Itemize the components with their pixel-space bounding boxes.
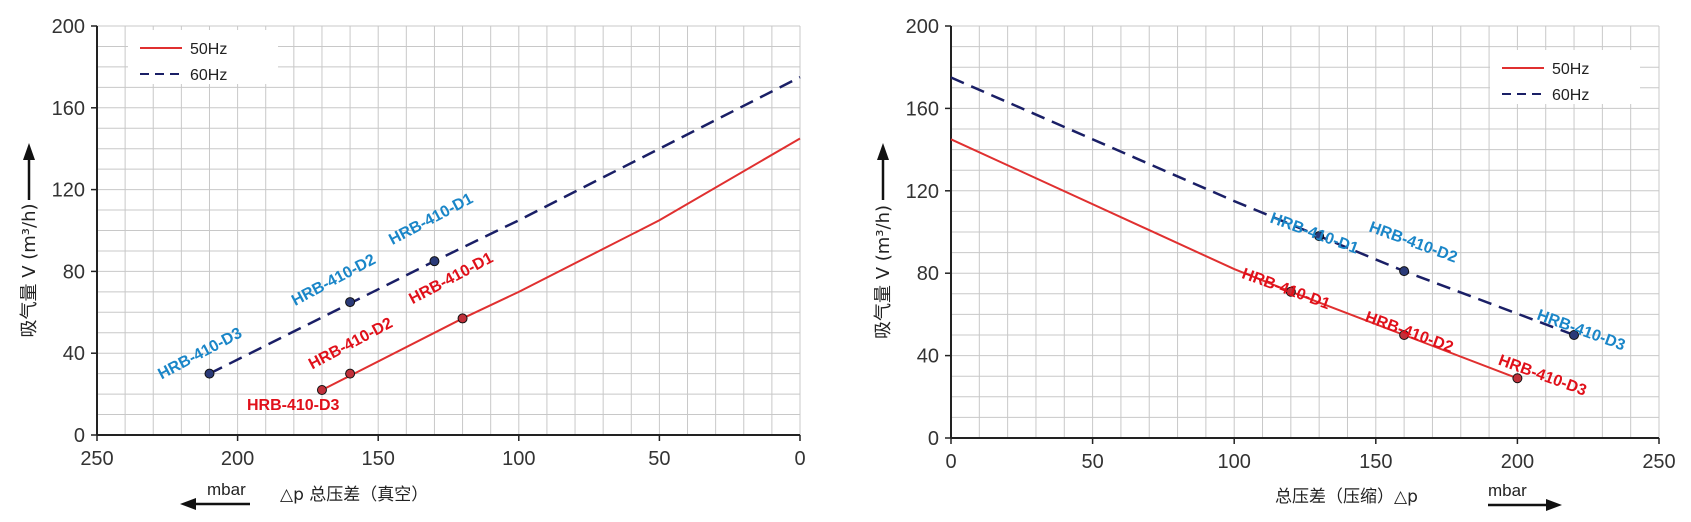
legend-entry: 60Hz [190,67,227,84]
x-arrow-head [1546,499,1562,511]
data-label: HRB-410-D1 [406,249,496,307]
x-unit-label: mbar [1488,481,1527,500]
y-tick-label: 160 [906,98,939,120]
data-label: HRB-410-D3 [155,325,245,383]
legend-entry: 50Hz [1552,61,1589,78]
y-tick-label: 120 [52,180,85,202]
legend-box [1490,50,1640,104]
y-tick-label: 0 [74,425,85,447]
legend-box [128,30,278,84]
grid [950,25,1660,439]
data-point [345,368,356,379]
y-arrow-head [877,143,889,160]
data-label: HRB-410-D2 [1363,309,1456,357]
x-tick-label: 100 [502,448,535,470]
legend: 50Hz 60Hz [128,30,278,84]
x-axis-label: △p 总压差（真空） [280,485,428,505]
series-line [208,76,801,375]
y-tick-label: 80 [63,261,85,283]
data-point [1569,330,1580,340]
y-tick-label: 40 [63,343,85,365]
y-tick-label: 160 [52,98,85,120]
chart-2: 0 50 100 150 200 250 0 40 80 120 160 200 吸气量 V (m³/h… [873,16,1676,511]
grid [96,25,801,436]
y-tick-label: 40 [917,346,939,368]
data-point [457,313,468,324]
x-tick-label: 0 [945,451,956,473]
y-tick-label: 200 [52,16,85,38]
data-point [1512,373,1523,384]
x-tick-label: 50 [648,448,670,470]
x-axis-label: 总压差（压缩）△p [1275,487,1418,507]
x-tick-label: 50 [1081,451,1103,473]
y-tick-label: 200 [906,16,939,38]
data-point [204,368,215,379]
series-line [321,137,801,391]
data-point [345,297,356,308]
x-tick-label: 250 [1642,451,1675,473]
x-tick-label: 150 [1359,451,1392,473]
legend-entry: 50Hz [190,41,227,58]
y-tick-label: 120 [906,181,939,203]
chart-1: 250 200 150 100 50 0 0 40 80 120 160 200 吸气量 V (m³/h… [19,16,806,510]
data-label: HRB-410-D2 [306,315,396,373]
y-arrow-head [23,143,35,160]
data-label: HRB-410-D3 [247,397,340,414]
y-axis-label: 吸气量 V (m³/h) [873,205,894,339]
y-axis-label: 吸气量 V (m³/h) [19,203,40,337]
data-label: HRB-410-D2 [289,251,379,309]
data-point [1314,231,1325,242]
legend-entry: 60Hz [1552,87,1589,104]
data-point [1399,330,1410,340]
x-tick-label: 100 [1218,451,1251,473]
data-point [1399,266,1410,277]
x-tick-label: 150 [362,448,395,470]
data-label: HRB-410-D1 [1268,210,1361,258]
x-arrow-head [180,498,196,510]
legend: 50Hz 60Hz [1490,50,1640,104]
x-tick-label: 250 [80,448,113,470]
y-tick-label: 0 [928,428,939,450]
x-tick-label: 200 [221,448,254,470]
data-point [429,256,440,267]
x-tick-label: 0 [794,448,805,470]
data-point [316,385,327,396]
data-label: HRB-410-D1 [1239,266,1332,314]
data-label: HRB-410-D2 [1367,219,1460,267]
x-tick-label: 200 [1501,451,1534,473]
x-unit-label: mbar [207,480,246,499]
y-tick-label: 80 [917,263,939,285]
data-point [1285,286,1296,297]
